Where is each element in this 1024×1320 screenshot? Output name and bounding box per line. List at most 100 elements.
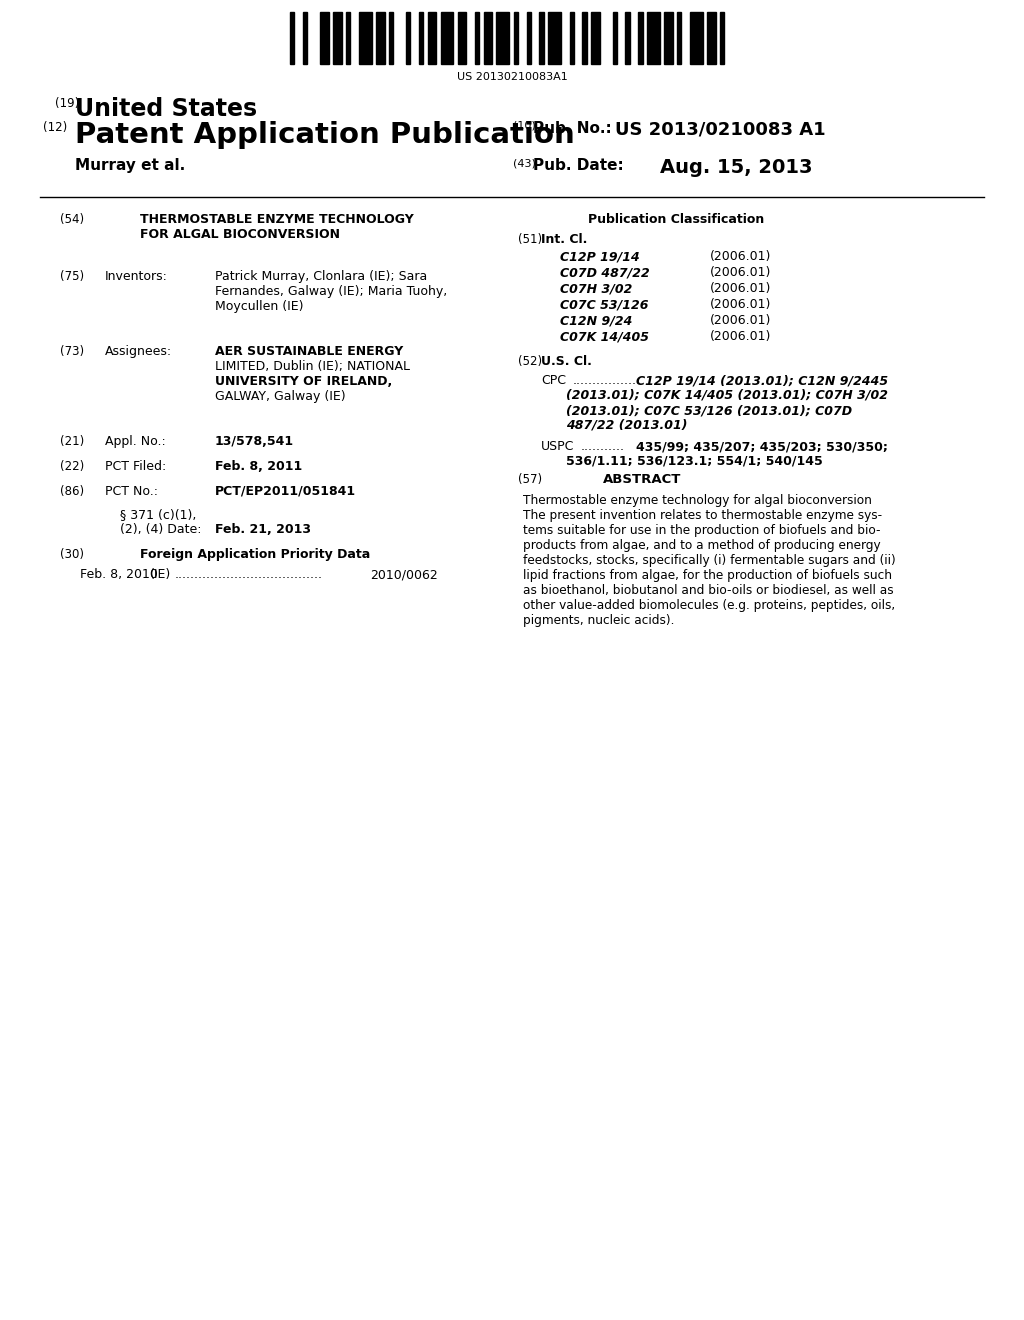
Bar bbox=[376, 12, 385, 63]
Text: (2006.01): (2006.01) bbox=[710, 330, 771, 343]
Bar bbox=[428, 12, 436, 63]
Bar bbox=[540, 12, 544, 63]
Text: other value-added biomolecules (e.g. proteins, peptides, oils,: other value-added biomolecules (e.g. pro… bbox=[523, 599, 895, 612]
Bar bbox=[591, 12, 600, 63]
Text: (2), (4) Date:: (2), (4) Date: bbox=[120, 523, 202, 536]
Text: Aug. 15, 2013: Aug. 15, 2013 bbox=[660, 158, 812, 177]
Text: (2006.01): (2006.01) bbox=[710, 298, 771, 312]
Bar bbox=[677, 12, 681, 63]
Text: Fernandes, Galway (IE); Maria Tuohy,: Fernandes, Galway (IE); Maria Tuohy, bbox=[215, 285, 447, 298]
Text: Pub. Date:: Pub. Date: bbox=[534, 158, 624, 173]
Text: 435/99; 435/207; 435/203; 530/350;: 435/99; 435/207; 435/203; 530/350; bbox=[636, 440, 888, 453]
Text: (75): (75) bbox=[60, 271, 84, 282]
Text: (2013.01); C07C 53/126 (2013.01); C07D: (2013.01); C07C 53/126 (2013.01); C07D bbox=[566, 404, 852, 417]
Text: lipid fractions from algae, for the production of biofuels such: lipid fractions from algae, for the prod… bbox=[523, 569, 892, 582]
Text: C12N 9/24: C12N 9/24 bbox=[560, 314, 633, 327]
Text: PCT No.:: PCT No.: bbox=[105, 484, 158, 498]
Bar bbox=[690, 12, 702, 63]
Text: (86): (86) bbox=[60, 484, 84, 498]
Bar bbox=[290, 12, 294, 63]
Text: The present invention relates to thermostable enzyme sys-: The present invention relates to thermos… bbox=[523, 510, 882, 521]
Text: Int. Cl.: Int. Cl. bbox=[541, 234, 588, 246]
Text: 487/22 (2013.01): 487/22 (2013.01) bbox=[566, 418, 687, 432]
Text: Foreign Application Priority Data: Foreign Application Priority Data bbox=[140, 548, 371, 561]
Text: PCT Filed:: PCT Filed: bbox=[105, 459, 166, 473]
Bar bbox=[526, 12, 530, 63]
Text: PCT/EP2011/051841: PCT/EP2011/051841 bbox=[215, 484, 356, 498]
Bar bbox=[389, 12, 393, 63]
Text: Inventors:: Inventors: bbox=[105, 271, 168, 282]
Text: USPC: USPC bbox=[541, 440, 574, 453]
Bar bbox=[458, 12, 466, 63]
Text: CPC: CPC bbox=[541, 374, 566, 387]
Bar bbox=[407, 12, 411, 63]
Bar bbox=[612, 12, 616, 63]
Bar bbox=[514, 12, 518, 63]
Text: GALWAY, Galway (IE): GALWAY, Galway (IE) bbox=[215, 389, 346, 403]
Text: .....................................: ..................................... bbox=[175, 568, 323, 581]
Text: (2006.01): (2006.01) bbox=[710, 249, 771, 263]
Text: ABSTRACT: ABSTRACT bbox=[603, 473, 681, 486]
Text: C07K 14/405: C07K 14/405 bbox=[560, 330, 649, 343]
Text: Assignees:: Assignees: bbox=[105, 345, 172, 358]
Bar bbox=[720, 12, 724, 63]
Text: C07H 3/02: C07H 3/02 bbox=[560, 282, 633, 294]
Text: US 2013/0210083 A1: US 2013/0210083 A1 bbox=[615, 121, 825, 139]
Text: Patent Application Publication: Patent Application Publication bbox=[75, 121, 574, 149]
Text: C07D 487/22: C07D 487/22 bbox=[560, 267, 650, 279]
Text: (57): (57) bbox=[518, 473, 542, 486]
Text: Pub. No.:: Pub. No.: bbox=[534, 121, 611, 136]
Bar bbox=[440, 12, 454, 63]
Text: Feb. 8, 2011: Feb. 8, 2011 bbox=[215, 459, 302, 473]
Bar bbox=[708, 12, 716, 63]
Bar bbox=[321, 12, 329, 63]
Text: (43): (43) bbox=[513, 158, 536, 168]
Text: (2013.01); C07K 14/405 (2013.01); C07H 3/02: (2013.01); C07K 14/405 (2013.01); C07H 3… bbox=[566, 389, 888, 403]
Text: 536/1.11; 536/123.1; 554/1; 540/145: 536/1.11; 536/123.1; 554/1; 540/145 bbox=[566, 455, 822, 469]
Bar bbox=[548, 12, 561, 63]
Text: Moycullen (IE): Moycullen (IE) bbox=[215, 300, 303, 313]
Text: Appl. No.:: Appl. No.: bbox=[105, 436, 166, 447]
Text: ................: ................ bbox=[573, 374, 637, 387]
Text: (12): (12) bbox=[43, 121, 68, 135]
Text: (52): (52) bbox=[518, 355, 542, 368]
Bar bbox=[638, 12, 643, 63]
Bar bbox=[333, 12, 342, 63]
Text: (2006.01): (2006.01) bbox=[710, 267, 771, 279]
Text: THERMOSTABLE ENZYME TECHNOLOGY: THERMOSTABLE ENZYME TECHNOLOGY bbox=[140, 213, 414, 226]
Text: 2010/0062: 2010/0062 bbox=[370, 568, 437, 581]
Text: pigments, nucleic acids).: pigments, nucleic acids). bbox=[523, 614, 675, 627]
Text: (10): (10) bbox=[513, 121, 536, 131]
Bar bbox=[483, 12, 493, 63]
Text: (IE): (IE) bbox=[150, 568, 171, 581]
Bar bbox=[647, 12, 659, 63]
Text: C12P 19/14 (2013.01); C12N 9/2445: C12P 19/14 (2013.01); C12N 9/2445 bbox=[636, 374, 888, 387]
Text: as bioethanol, biobutanol and bio-oils or biodiesel, as well as: as bioethanol, biobutanol and bio-oils o… bbox=[523, 583, 894, 597]
Bar bbox=[358, 12, 372, 63]
Bar bbox=[569, 12, 573, 63]
Text: products from algae, and to a method of producing energy: products from algae, and to a method of … bbox=[523, 539, 881, 552]
Text: (21): (21) bbox=[60, 436, 84, 447]
Text: U.S. Cl.: U.S. Cl. bbox=[541, 355, 592, 368]
Bar bbox=[583, 12, 587, 63]
Text: (54): (54) bbox=[60, 213, 84, 226]
Text: (22): (22) bbox=[60, 459, 84, 473]
Bar bbox=[419, 12, 423, 63]
Text: Thermostable enzyme technology for algal bioconversion: Thermostable enzyme technology for algal… bbox=[523, 494, 871, 507]
Text: (2006.01): (2006.01) bbox=[710, 314, 771, 327]
Text: Patrick Murray, Clonlara (IE); Sara: Patrick Murray, Clonlara (IE); Sara bbox=[215, 271, 427, 282]
Text: (30): (30) bbox=[60, 548, 84, 561]
Text: UNIVERSITY OF IRELAND,: UNIVERSITY OF IRELAND, bbox=[215, 375, 392, 388]
Bar bbox=[497, 12, 509, 63]
Text: C07C 53/126: C07C 53/126 bbox=[560, 298, 648, 312]
Text: tems suitable for use in the production of biofuels and bio-: tems suitable for use in the production … bbox=[523, 524, 881, 537]
Text: (19): (19) bbox=[55, 96, 79, 110]
Text: C12P 19/14: C12P 19/14 bbox=[560, 249, 640, 263]
Text: Publication Classification: Publication Classification bbox=[588, 213, 764, 226]
Bar bbox=[303, 12, 307, 63]
Bar bbox=[626, 12, 630, 63]
Text: feedstocks, stocks, specifically (i) fermentable sugars and (ii): feedstocks, stocks, specifically (i) fer… bbox=[523, 554, 896, 568]
Text: US 20130210083A1: US 20130210083A1 bbox=[457, 73, 567, 82]
Text: (73): (73) bbox=[60, 345, 84, 358]
Text: § 371 (c)(1),: § 371 (c)(1), bbox=[120, 508, 197, 521]
